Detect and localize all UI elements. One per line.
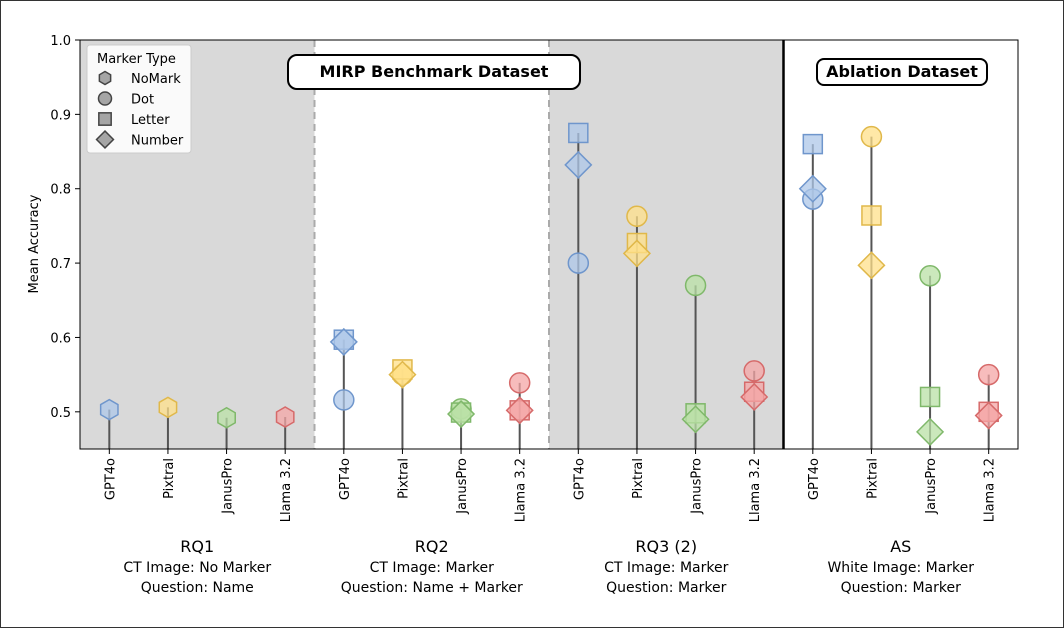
section-label-ablation-box — [816, 58, 988, 86]
legend: Marker Type NoMark Dot Letter Number — [86, 44, 192, 154]
group-line2-3: Question: Marker — [841, 580, 961, 596]
x-tick-label-3-0: GPT4o — [807, 458, 822, 500]
section-label-ablation-text: Ablation Dataset — [826, 62, 978, 81]
legend-symbol-letter — [98, 112, 112, 126]
x-tick-label-2-0: GPT4o — [572, 458, 587, 500]
point-2-0-letter — [568, 122, 589, 144]
point-1-0-dot — [333, 389, 355, 411]
legend-label-nomark: NoMark — [131, 72, 181, 87]
x-tick-label-1-1: Pixtral — [396, 458, 411, 499]
point-3-3-dot — [977, 363, 1000, 386]
y-tick-label-5: 1.0 — [50, 34, 71, 49]
plot-frame — [79, 39, 1019, 450]
x-tick-label-3-2: JanusPro — [924, 458, 939, 515]
group-line1-0: CT Image: No Marker — [123, 560, 271, 576]
point-3-2-letter — [919, 386, 941, 408]
group-line2-1: Question: Name + Marker — [341, 580, 523, 596]
group-line2-2: Question: Marker — [606, 580, 726, 596]
point-2-2-number — [681, 405, 710, 434]
point-1-3-dot — [508, 372, 531, 394]
background-layer — [80, 40, 1018, 449]
legend-title: Marker Type — [97, 52, 176, 67]
marker-layer — [99, 122, 1003, 446]
x-tick-label-1-3: Llama 3.2 — [514, 458, 529, 522]
point-1-3-number — [505, 396, 534, 425]
group-line1-3: White Image: Marker — [827, 560, 974, 576]
y-axis-title: Mean Accuracy — [27, 194, 42, 293]
y-tick-label-2: 0.7 — [50, 257, 71, 272]
x-tick-label-0-1: Pixtral — [162, 458, 177, 499]
point-3-1-number — [857, 251, 886, 280]
section-label-mirp: MIRP Benchmark Dataset — [287, 54, 581, 90]
point-3-1-letter — [861, 205, 882, 226]
point-3-3-number — [974, 401, 1003, 430]
x-tick-label-2-1: Pixtral — [631, 458, 646, 499]
point-3-2-number — [916, 417, 945, 446]
legend-box — [86, 44, 192, 154]
group-line1-1: CT Image: Marker — [370, 560, 494, 576]
point-1-1-number — [388, 360, 417, 389]
point-0-3-nomark — [275, 406, 295, 428]
x-tick-label-0-3: Llama 3.2 — [279, 458, 294, 522]
x-tick-label-0-0: GPT4o — [103, 458, 118, 500]
x-tick-label-2-3: Llama 3.2 — [748, 458, 763, 522]
group-line1-2: CT Image: Marker — [604, 560, 728, 576]
group-title-2: RQ3 (2) — [635, 537, 697, 556]
point-2-2-dot — [684, 274, 707, 297]
section-label-mirp-text: MIRP Benchmark Dataset — [320, 62, 549, 81]
section-label-mirp-box — [287, 54, 581, 90]
legend-label-number: Number — [131, 134, 184, 149]
point-3-0-number — [798, 174, 827, 203]
x-tick-label-2-2: JanusPro — [690, 458, 705, 515]
point-1-0-number — [329, 327, 358, 356]
legend-symbol-dot — [97, 91, 113, 106]
point-2-3-number — [740, 382, 769, 412]
x-tick-label-1-0: GPT4o — [338, 458, 353, 500]
legend-label-letter: Letter — [131, 113, 170, 128]
group-bg-2 — [549, 40, 784, 449]
x-tick-label-3-3: Llama 3.2 — [983, 458, 998, 522]
point-0-1-nomark — [158, 396, 178, 419]
legend-symbol-nomark — [98, 70, 112, 86]
point-2-1-number — [622, 239, 651, 268]
point-2-1-dot — [626, 205, 648, 227]
y-tick-label-4: 0.9 — [50, 108, 71, 123]
x-tick-label-1-2: JanusPro — [455, 458, 470, 515]
group-line2-0: Question: Name — [141, 580, 254, 596]
x-tick-label-3-1: Pixtral — [865, 458, 880, 499]
group-title-0: RQ1 — [180, 537, 214, 556]
point-3-0-letter — [802, 133, 824, 155]
axis-layer: 0.5 0.6 0.7 0.8 0.9 1.0 GPT4o Pixtral JanusPro Ll… — [50, 34, 1019, 596]
y-tick-label-0: 0.5 — [50, 406, 71, 421]
point-0-0-nomark — [99, 398, 119, 421]
point-2-0-dot — [567, 252, 590, 274]
y-tick-label-1: 0.6 — [50, 331, 71, 346]
group-bg-3 — [783, 40, 1018, 449]
point-3-2-dot — [919, 264, 941, 287]
group-title-3: AS — [890, 537, 911, 556]
point-1-2-number — [447, 399, 476, 429]
section-label-ablation: Ablation Dataset — [816, 58, 988, 86]
legend-symbol-number — [95, 129, 115, 150]
y-tick-label-3: 0.8 — [50, 183, 71, 198]
x-tick-label-0-2: JanusPro — [221, 458, 236, 515]
point-2-0-number — [564, 150, 593, 179]
point-0-2-nomark — [217, 406, 236, 429]
group-title-1: RQ2 — [415, 537, 449, 556]
legend-label-dot: Dot — [131, 93, 154, 108]
point-3-1-dot — [860, 125, 883, 148]
point-2-3-dot — [743, 360, 765, 382]
